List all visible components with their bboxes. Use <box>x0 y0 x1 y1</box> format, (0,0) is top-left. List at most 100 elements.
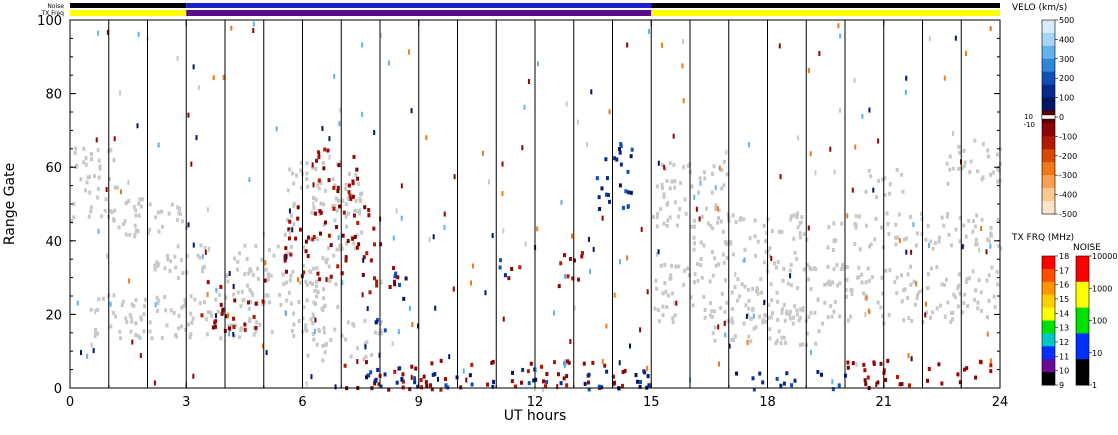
scatter-cell <box>243 327 247 332</box>
isolated-echo <box>208 246 211 252</box>
scatter-cell <box>751 286 755 291</box>
scatter-cell <box>393 274 397 279</box>
scatter-cell <box>288 167 292 172</box>
isolated-echo <box>338 121 341 127</box>
scatter-cell <box>801 308 805 313</box>
scatter-cell <box>958 291 962 296</box>
scatter-cell <box>665 202 669 207</box>
scatter-cell <box>577 277 581 282</box>
scatter-cell <box>245 257 249 262</box>
velocity-colorbar-swatch <box>1042 32 1055 47</box>
scatter-cell <box>692 218 696 223</box>
scatter-cell <box>134 298 138 303</box>
scatter-cell <box>299 160 303 165</box>
scatter-cell <box>719 306 723 311</box>
txfreq-colorbar-tick-label: 14 <box>1059 309 1069 318</box>
isolated-echo <box>502 228 505 234</box>
scatter-cell <box>544 384 548 389</box>
isolated-echo <box>373 130 376 136</box>
scatter-cell <box>618 150 622 155</box>
isolated-echo <box>523 104 526 110</box>
scatter-cell <box>753 218 757 223</box>
isolated-echo <box>410 374 413 380</box>
scatter-cell <box>306 235 310 240</box>
isolated-echo <box>97 228 100 234</box>
scatter-cell <box>913 302 917 307</box>
scatter-cell <box>317 186 321 191</box>
scatter-cell <box>735 298 739 303</box>
scatter-cell <box>626 204 630 209</box>
scatter-cell <box>379 384 383 389</box>
scatter-cell <box>356 346 360 351</box>
scatter-cell <box>243 272 247 277</box>
scatter-cell <box>112 293 116 298</box>
isolated-echo <box>989 243 992 249</box>
isolated-echo <box>877 138 880 144</box>
scatter-cell <box>287 236 291 241</box>
scatter-cell <box>124 232 128 237</box>
scatter-cell <box>335 208 339 213</box>
isolated-echo <box>552 310 555 316</box>
scatter-cell <box>321 343 325 348</box>
scatter-cell <box>431 372 435 377</box>
scatter-cell <box>187 322 191 327</box>
scatter-cell <box>291 269 295 274</box>
isolated-echo <box>601 215 604 221</box>
scatter-cell <box>498 265 502 270</box>
isolated-echo <box>154 302 157 308</box>
scatter-cell <box>315 266 319 271</box>
scatter-cell <box>322 222 326 227</box>
scatter-cell <box>793 378 797 383</box>
scatter-cell <box>953 295 957 300</box>
scatter-cell <box>775 376 779 381</box>
scatter-cell <box>840 221 844 226</box>
noise-colorbar-tick-label: 10000 <box>1092 252 1117 261</box>
scatter-cell <box>853 242 857 247</box>
scatter-cell <box>665 223 669 228</box>
isolated-echo <box>527 78 530 84</box>
scatter-cell <box>566 359 570 364</box>
isolated-echo <box>560 199 563 205</box>
x-tick-label: 18 <box>759 395 776 410</box>
scatter-cell <box>677 214 681 219</box>
scatter-cell <box>725 241 729 246</box>
scatter-cell <box>654 278 658 283</box>
scatter-cell <box>598 206 602 211</box>
scan-boundary-lines <box>108 20 962 388</box>
scatter-cell <box>338 247 342 252</box>
isolated-echo <box>521 145 524 151</box>
scatter-cell <box>322 202 326 207</box>
scatter-cell <box>929 239 933 244</box>
scatter-cell <box>669 273 673 278</box>
scatter-cell <box>175 217 179 222</box>
scatter-cell <box>218 292 222 297</box>
scatter-cell <box>290 328 294 333</box>
scatter-cell <box>369 258 373 263</box>
scatter-cell <box>762 223 766 228</box>
txfreq-colorbar-tick-label: 12 <box>1059 338 1069 347</box>
scatter-cell <box>122 222 126 227</box>
scatter-cell <box>873 237 877 242</box>
scatter-cell <box>876 300 880 305</box>
isolated-echo <box>695 206 698 212</box>
scatter-cell <box>252 314 256 319</box>
scatter-cell <box>845 277 849 282</box>
scatter-cell <box>344 214 348 219</box>
scatter-cell <box>761 318 765 323</box>
scatter-cell <box>284 246 288 251</box>
scatter-cell <box>805 331 809 336</box>
scatter-cell <box>958 380 962 385</box>
scatter-cell <box>796 225 800 230</box>
scatter-cell <box>88 190 92 195</box>
scatter-cell <box>682 282 686 287</box>
scatter-cell <box>375 283 379 288</box>
scatter-cell <box>298 280 302 285</box>
scatter-cell <box>174 265 178 270</box>
scatter-cell <box>989 231 993 236</box>
isolated-echo <box>839 107 842 113</box>
scatter-cell <box>316 183 320 188</box>
scatter-cell <box>176 244 180 249</box>
scatter-cell <box>770 311 774 316</box>
scatter-cell <box>344 224 348 229</box>
